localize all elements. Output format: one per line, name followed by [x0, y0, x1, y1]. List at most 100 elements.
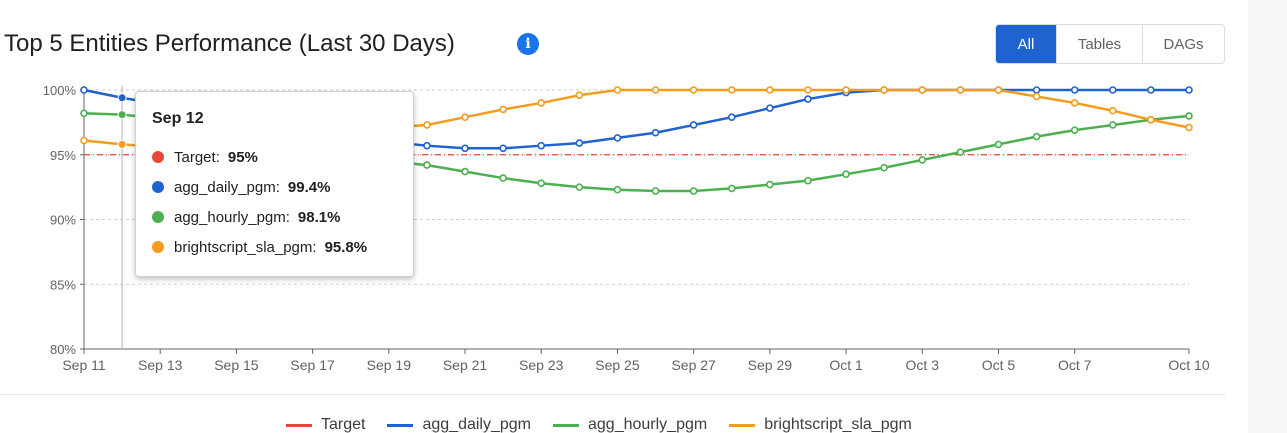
legend-item-brightscript[interactable]: brightscript_sla_pgm	[729, 416, 912, 433]
data-point-agg-daily-pgm-sep-23[interactable]	[537, 141, 546, 150]
data-point-brightscript-sla-pgm-sep-28[interactable]	[727, 86, 736, 94]
data-point-agg-hourly-pgm-sep-24[interactable]	[575, 183, 584, 191]
x-tick-label-sep-15: Sep 15	[214, 357, 259, 373]
data-point-agg-hourly-pgm-oct-6[interactable]	[1032, 132, 1041, 141]
legend-item-agg-daily[interactable]: agg_daily_pgm	[387, 416, 531, 433]
x-tick-label-sep-11: Sep 11	[62, 357, 106, 373]
data-point-agg-hourly-pgm-sep-25[interactable]	[613, 185, 622, 194]
data-point-brightscript-sla-pgm-sep-22[interactable]	[499, 105, 507, 114]
tooltip-value-brightscript: 95.8%	[324, 238, 368, 256]
data-point-brightscript-sla-pgm-sep-29[interactable]	[766, 86, 774, 94]
legend-item-agg-hourly[interactable]: agg_hourly_pgm	[553, 416, 707, 433]
data-point-brightscript-sla-pgm-sep-23[interactable]	[537, 99, 546, 107]
data-point-agg-daily-pgm-oct-9[interactable]	[1147, 86, 1155, 94]
data-point-agg-hourly-pgm-sep-30[interactable]	[804, 176, 812, 185]
tooltip-name-agg-daily: agg_daily_pgm:	[174, 178, 280, 196]
data-point-brightscript-sla-pgm-oct-5[interactable]	[994, 86, 1003, 94]
data-point-agg-hourly-pgm-oct-2[interactable]	[880, 163, 888, 172]
data-point-agg-hourly-pgm-sep-23[interactable]	[537, 179, 546, 188]
data-point-brightscript-sla-pgm-oct-6[interactable]	[1032, 92, 1041, 101]
data-point-agg-hourly-pgm-oct-5[interactable]	[994, 140, 1003, 149]
data-point-brightscript-sla-pgm-oct-7[interactable]	[1070, 99, 1079, 107]
data-point-agg-daily-pgm-sep-29[interactable]	[766, 104, 774, 112]
data-point-agg-daily-pgm-sep-25[interactable]	[613, 134, 622, 142]
data-point-brightscript-sla-pgm-sep-21[interactable]	[461, 113, 469, 121]
data-point-agg-hourly-pgm-sep-22[interactable]	[499, 174, 507, 182]
tooltip-row-target: Target: 95%	[152, 142, 397, 172]
info-icon[interactable]: i	[517, 33, 539, 55]
data-point-agg-daily-pgm-sep-28[interactable]	[727, 113, 736, 121]
data-point-agg-hourly-pgm-sep-28[interactable]	[727, 184, 736, 193]
data-point-agg-daily-pgm-oct-7[interactable]	[1070, 86, 1079, 94]
data-point-brightscript-sla-pgm-sep-27[interactable]	[689, 86, 698, 94]
data-point-agg-daily-pgm-sep-27[interactable]	[689, 121, 698, 129]
tooltip-name-agg-hourly: agg_hourly_pgm:	[174, 208, 290, 226]
tooltip-date: Sep 12	[152, 110, 204, 127]
y-tick-label-90: 90%	[50, 213, 76, 228]
legend-swatch-target	[286, 423, 312, 427]
x-tick-label-oct-3: Oct 3	[906, 357, 940, 373]
data-point-agg-hourly-pgm-sep-27[interactable]	[689, 187, 698, 195]
x-tick-label-sep-29: Sep 29	[748, 357, 793, 373]
data-point-brightscript-sla-pgm-oct-3[interactable]	[918, 86, 927, 94]
data-point-agg-hourly-pgm-oct-4[interactable]	[956, 148, 965, 156]
tooltip-dot-brightscript	[152, 241, 164, 253]
y-tick-label-80: 80%	[50, 342, 76, 357]
data-point-brightscript-sla-pgm-oct-10[interactable]	[1185, 123, 1193, 132]
filter-dags-button[interactable]: DAGs	[1142, 25, 1224, 63]
data-point-agg-daily-pgm-sep-11[interactable]	[80, 86, 88, 94]
x-tick-label-sep-27: Sep 27	[671, 357, 716, 373]
data-point-agg-daily-pgm-oct-10[interactable]	[1185, 86, 1193, 94]
filter-tables-button[interactable]: Tables	[1056, 25, 1142, 63]
data-point-agg-daily-pgm-oct-8[interactable]	[1108, 86, 1117, 94]
data-point-agg-daily-pgm-oct-6[interactable]	[1032, 86, 1041, 94]
data-point-agg-hourly-pgm-sep-26[interactable]	[651, 187, 660, 195]
x-tick-label-oct-1: Oct 1	[829, 357, 863, 373]
data-point-brightscript-sla-pgm-sep-11[interactable]	[80, 136, 88, 145]
hover-point-agg-hourly-pgm	[117, 110, 127, 120]
y-tick-label-85: 85%	[50, 277, 76, 292]
data-point-agg-hourly-pgm-sep-11[interactable]	[80, 109, 88, 118]
tooltip-dot-agg-daily	[152, 181, 164, 193]
data-point-brightscript-sla-pgm-sep-20[interactable]	[423, 121, 431, 129]
data-point-agg-hourly-pgm-oct-7[interactable]	[1070, 126, 1079, 134]
tooltip-value-agg-daily: 99.4%	[287, 178, 331, 196]
tooltip-row-agg-daily: agg_daily_pgm: 99.4%	[152, 172, 397, 202]
data-point-agg-hourly-pgm-oct-1[interactable]	[842, 170, 850, 178]
data-point-agg-hourly-pgm-sep-20[interactable]	[423, 161, 431, 169]
data-point-agg-daily-pgm-sep-30[interactable]	[804, 95, 812, 103]
data-point-brightscript-sla-pgm-sep-25[interactable]	[613, 86, 622, 94]
data-point-agg-daily-pgm-sep-20[interactable]	[423, 141, 431, 150]
data-point-brightscript-sla-pgm-sep-30[interactable]	[804, 86, 812, 94]
data-point-brightscript-sla-pgm-oct-8[interactable]	[1108, 106, 1117, 115]
data-point-agg-hourly-pgm-oct-3[interactable]	[918, 156, 927, 164]
data-point-agg-hourly-pgm-oct-10[interactable]	[1185, 112, 1193, 120]
data-point-agg-hourly-pgm-sep-21[interactable]	[461, 167, 469, 176]
data-point-brightscript-sla-pgm-oct-9[interactable]	[1147, 115, 1155, 124]
x-tick-label-sep-21: Sep 21	[443, 357, 488, 373]
data-point-brightscript-sla-pgm-oct-2[interactable]	[880, 86, 888, 94]
data-point-agg-daily-pgm-sep-22[interactable]	[499, 144, 507, 153]
data-point-brightscript-sla-pgm-sep-24[interactable]	[575, 91, 584, 99]
legend-label-brightscript: brightscript_sla_pgm	[764, 416, 912, 433]
hover-point-brightscript-sla-pgm	[117, 139, 127, 149]
data-point-agg-daily-pgm-sep-26[interactable]	[651, 128, 660, 137]
data-point-agg-hourly-pgm-oct-8[interactable]	[1108, 121, 1117, 129]
data-point-agg-daily-pgm-sep-24[interactable]	[575, 139, 584, 147]
page-title: Top 5 Entities Performance (Last 30 Days…	[4, 30, 455, 57]
x-tick-label-sep-13: Sep 13	[138, 357, 183, 373]
legend-swatch-agg-hourly	[553, 423, 579, 427]
data-point-agg-daily-pgm-sep-21[interactable]	[461, 144, 469, 153]
tooltip-value-agg-hourly: 98.1%	[297, 208, 341, 226]
x-tick-label-sep-25: Sep 25	[595, 357, 640, 373]
tooltip-name-target: Target:	[174, 148, 220, 166]
legend-item-target[interactable]: Target	[286, 416, 365, 433]
filter-all-button[interactable]: All	[996, 25, 1056, 63]
data-point-brightscript-sla-pgm-sep-26[interactable]	[651, 86, 660, 94]
chart-tooltip: Sep 12 Target: 95% agg_daily_pgm: 99.4% …	[135, 91, 414, 277]
x-tick-label-oct-7: Oct 7	[1058, 357, 1092, 373]
data-point-brightscript-sla-pgm-oct-1[interactable]	[842, 86, 850, 94]
data-point-brightscript-sla-pgm-oct-4[interactable]	[956, 86, 965, 94]
x-tick-label-oct-5: Oct 5	[982, 357, 1016, 373]
data-point-agg-hourly-pgm-sep-29[interactable]	[766, 180, 774, 189]
